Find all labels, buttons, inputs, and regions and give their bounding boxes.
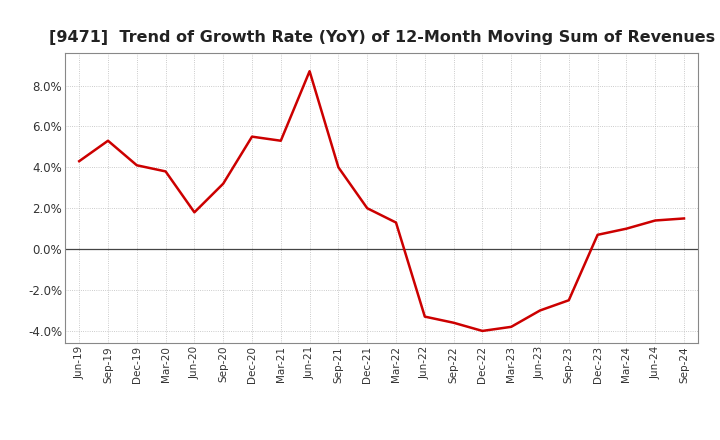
Title: [9471]  Trend of Growth Rate (YoY) of 12-Month Moving Sum of Revenues: [9471] Trend of Growth Rate (YoY) of 12-…: [48, 29, 715, 45]
